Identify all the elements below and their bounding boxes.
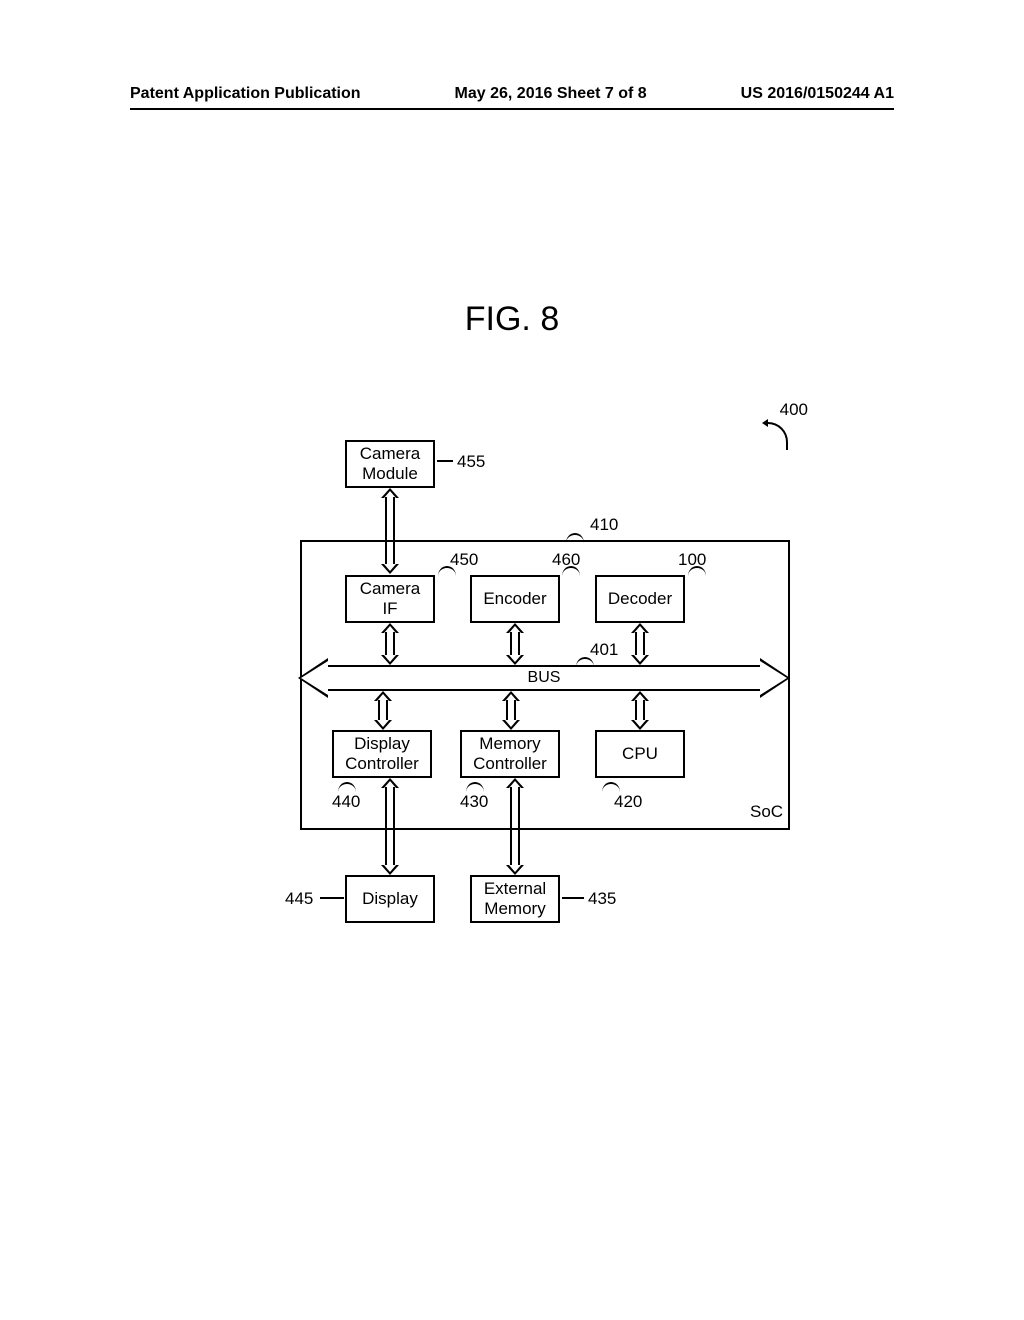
label-420: 420	[614, 792, 642, 812]
header-center: May 26, 2016 Sheet 7 of 8	[455, 85, 647, 103]
header-left: Patent Application Publication	[130, 85, 361, 103]
label-435: 435	[588, 889, 616, 909]
arrow-decoder-to-bus	[631, 623, 649, 665]
figure-title: FIG. 8	[0, 300, 1024, 339]
block-display: Display	[345, 875, 435, 923]
arrow-camera-if-to-bus	[381, 623, 399, 665]
arrow-encoder-to-bus	[506, 623, 524, 665]
bus-arrow-left-inner	[301, 661, 328, 695]
label-100: 100	[678, 550, 706, 570]
tick-410	[566, 533, 584, 543]
label-soc: SoC	[750, 802, 783, 822]
block-cpu: CPU	[595, 730, 685, 778]
bus: BUS	[328, 665, 760, 691]
leader-400	[766, 422, 788, 450]
leader-455	[437, 460, 453, 462]
block-diagram: 400 SoC 410 Camera Module 455 Camera IF …	[260, 400, 800, 940]
leader-445	[320, 897, 344, 899]
block-decoder: Decoder	[595, 575, 685, 623]
label-soc-ref: 410	[590, 515, 618, 535]
block-camera-module: Camera Module	[345, 440, 435, 488]
header-right: US 2016/0150244 A1	[741, 85, 894, 103]
block-memory-controller: Memory Controller	[460, 730, 560, 778]
label-455: 455	[457, 452, 485, 472]
arrow-bus-to-memory-ctrl	[502, 691, 520, 730]
header-rule	[130, 108, 894, 110]
bus-arrow-right-inner	[760, 661, 787, 695]
block-encoder: Encoder	[470, 575, 560, 623]
label-440: 440	[332, 792, 360, 812]
bus-label: BUS	[528, 669, 561, 687]
label-401: 401	[590, 640, 618, 660]
label-450: 450	[450, 550, 478, 570]
leader-435	[562, 897, 584, 899]
arrow-camera-module-to-if	[381, 488, 399, 574]
block-camera-if: Camera IF	[345, 575, 435, 623]
label-460: 460	[552, 550, 580, 570]
block-external-memory: External Memory	[470, 875, 560, 923]
arrow-memory-ctrl-to-ext-memory	[506, 778, 524, 875]
block-display-controller: Display Controller	[332, 730, 432, 778]
label-system-ref: 400	[780, 400, 808, 420]
arrow-display-ctrl-to-display	[381, 778, 399, 875]
arrow-bus-to-display-ctrl	[374, 691, 392, 730]
label-430: 430	[460, 792, 488, 812]
label-445: 445	[285, 889, 313, 909]
arrow-bus-to-cpu	[631, 691, 649, 730]
